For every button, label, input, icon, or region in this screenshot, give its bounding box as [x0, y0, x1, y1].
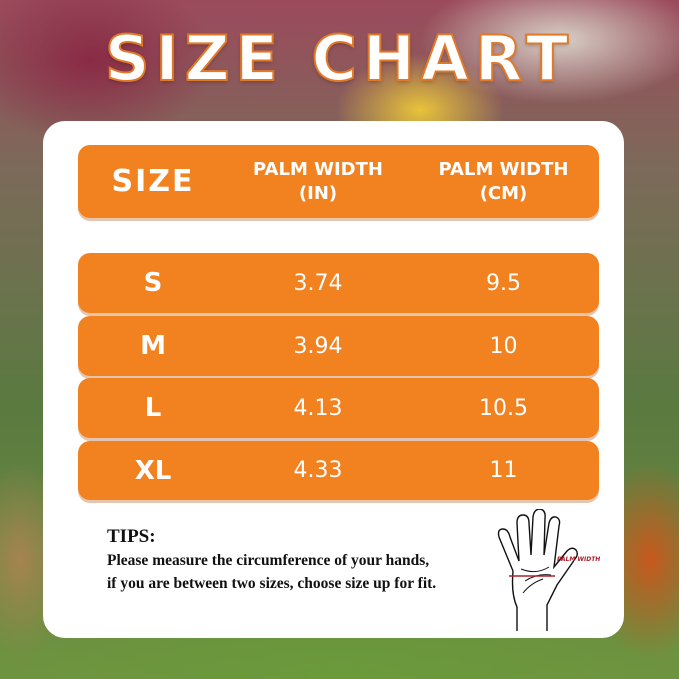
table-row: S 3.74 9.5 [78, 253, 599, 313]
size-cell: L [144, 393, 162, 423]
tips: TIPS: Please measure the circumference o… [107, 526, 436, 594]
size-chart-card: SIZE PALM WIDTH (IN) PALM WIDTH (CM) S 3.7… [43, 121, 624, 638]
inch-cell: 3.94 [293, 333, 343, 359]
size-cell: S [143, 268, 163, 298]
cm-cell: 10 [489, 333, 518, 359]
inch-cell: 4.13 [293, 395, 343, 421]
size-cell: XL [134, 455, 172, 486]
size-cell: M [140, 331, 166, 361]
table-header: SIZE PALM WIDTH (IN) PALM WIDTH (CM) [78, 145, 599, 218]
hand-outline-icon: PALM WIDTH [497, 509, 600, 631]
header-palm-width-cm: PALM WIDTH (CM) [438, 158, 569, 204]
header-palm-width-in: PALM WIDTH (IN) [253, 158, 383, 204]
inch-cell: 3.74 [293, 270, 343, 296]
cm-cell: 9.5 [486, 270, 521, 296]
palm-width-label: PALM WIDTH [557, 556, 600, 563]
tips-heading: TIPS: [107, 526, 156, 547]
cm-cell: 10.5 [479, 395, 528, 421]
inch-cell: 4.33 [293, 458, 343, 483]
page-title: SIZE CHART [104, 21, 575, 96]
table-row: XL 4.33 11 [78, 441, 599, 500]
table-row: L 4.13 10.5 [78, 378, 599, 438]
tips-line-2: if you are between two sizes, choose siz… [107, 575, 437, 592]
tips-line-1: Please measure the circumference of your… [107, 552, 430, 569]
table-row: M 3.94 10 [78, 316, 599, 376]
cm-cell: 11 [489, 458, 518, 483]
header-size: SIZE [111, 164, 195, 199]
